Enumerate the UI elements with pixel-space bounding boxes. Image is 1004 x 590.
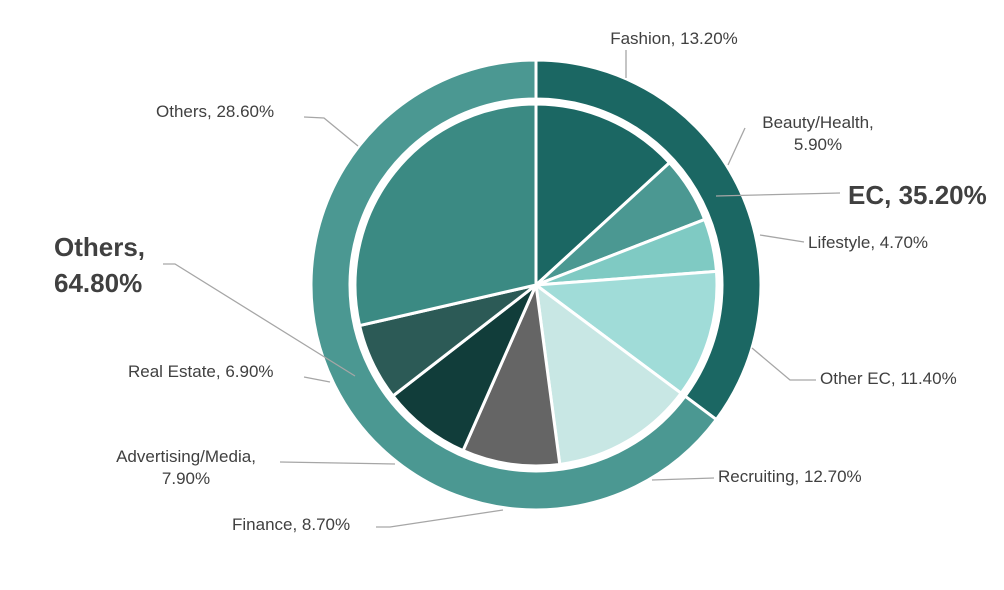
data-label-recruiting: Recruiting, 12.70% [718,467,862,486]
inner-slice-finance [461,283,562,468]
data-label-other-ec: Other EC, 11.40% [820,369,957,388]
data-label-advertising-media-leader-line [279,461,396,465]
data-label-advertising-media: Advertising/Media, 7.90% [116,447,256,488]
inner-slice-other-ec [534,269,719,395]
data-label-lifestyle: Lifestyle, 4.70% [808,233,928,252]
ring-label-others: Others, 64.80% [54,232,145,298]
data-label-finance-leader-line [376,509,504,528]
data-label-beauty-health: Beauty/Health, 5.90% [762,113,874,154]
ring-label-ec: EC, 35.20% [848,180,987,210]
data-label-lifestyle-leader-line [759,234,805,243]
data-label-finance: Finance, 8.70% [232,515,350,534]
ring-label-others-leader-line [163,263,356,377]
data-label-others-leader-line [303,116,359,147]
ring-label-ec-leader-line [715,192,841,197]
inner-slice-fashion [534,102,671,287]
data-label-others: Others, 28.60% [156,102,274,121]
data-label-beauty-health-leader-line [727,127,746,166]
inner-slice-recruiting [534,283,683,466]
inner-slice-others [353,102,538,328]
data-label-real-estate-leader-line [303,376,331,383]
data-label-real-estate: Real Estate, 6.90% [128,362,274,381]
outer-ring-segment-others [309,58,718,512]
inner-slice-advertising-media [391,283,538,453]
data-label-fashion: Fashion, 13.20% [610,29,738,48]
data-label-recruiting-leader-line [651,477,715,481]
data-label-other-ec-leader-line [751,347,816,381]
